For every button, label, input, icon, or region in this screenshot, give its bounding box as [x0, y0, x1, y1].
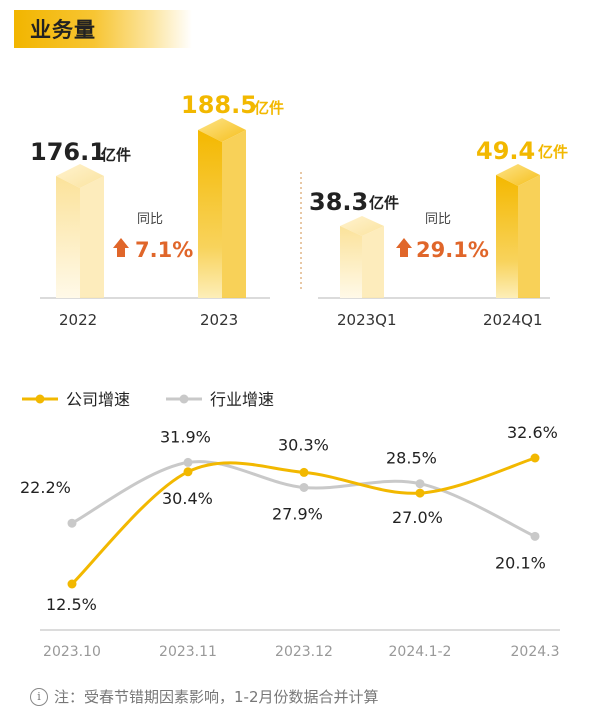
legend-label: 公司增速 [66, 390, 130, 409]
data-label: 27.9% [272, 504, 323, 523]
yoy-value: 7.1% [135, 238, 193, 262]
bar-2023q1 [340, 216, 384, 298]
up-arrow-icon [113, 238, 129, 257]
data-label: 28.5% [386, 449, 437, 468]
info-icon: i [30, 687, 48, 706]
legend: 公司增速 行业增速 [22, 390, 274, 409]
x-tick-label: 2024.1-2 [389, 644, 452, 660]
bar-unit-label: 亿件 [369, 194, 399, 212]
bar-value-label: 49.4 [476, 137, 535, 165]
bar-category-label: 2023 [200, 311, 238, 329]
data-label: 30.3% [278, 435, 329, 454]
x-tick-label: 2023.12 [275, 644, 333, 660]
x-tick-label: 2023.10 [43, 644, 101, 660]
data-point [183, 457, 193, 467]
up-arrow-icon [396, 238, 412, 257]
legend-marker-company [35, 394, 45, 404]
data-label: 12.5% [46, 595, 97, 614]
data-label: 32.6% [507, 423, 558, 442]
footnote-text: 注：受春节错期因素影响，1-2月份数据合并计算 [54, 688, 379, 706]
bar-2024q1 [496, 164, 540, 298]
data-point [415, 479, 425, 489]
bar-unit-label: 亿件 [538, 143, 568, 161]
yoy-value: 29.1% [416, 238, 489, 262]
data-point [299, 467, 309, 477]
legend-marker-industry [179, 394, 189, 404]
bar-unit-label: 亿件 [101, 146, 131, 164]
footnote: i 注：受春节错期因素影响，1-2月份数据合并计算 [30, 686, 379, 707]
data-point [67, 579, 77, 589]
data-label: 31.9% [160, 427, 211, 446]
bar-category-label: 2024Q1 [483, 311, 543, 329]
data-label: 30.4% [162, 489, 213, 508]
x-tick-label: 2024.3 [511, 644, 560, 660]
bar-value-label: 38.3 [309, 188, 368, 216]
yoy-label: 同比 [137, 212, 163, 227]
line-chart-plot [67, 453, 540, 589]
data-point [67, 518, 77, 528]
bar-unit-label: 亿件 [254, 99, 284, 117]
bar-value-label: 188.5 [181, 91, 257, 119]
page-title: 业务量 [30, 18, 96, 42]
data-point [299, 482, 309, 492]
bar-category-label: 2022 [59, 311, 97, 329]
x-tick-label: 2023.11 [159, 644, 217, 660]
data-label: 27.0% [392, 508, 443, 527]
bar-2023 [198, 118, 246, 298]
bar-2022 [56, 164, 104, 298]
bar-category-label: 2023Q1 [337, 311, 397, 329]
data-point [183, 467, 193, 477]
line-chart-labels: 22.2% 31.9% 27.9% 28.5% 20.1% 12.5% 30.4% 30.3%… [20, 423, 560, 660]
legend-label: 行业增速 [210, 390, 274, 409]
yoy-label: 同比 [425, 212, 451, 227]
data-label: 22.2% [20, 478, 71, 497]
bar-value-label: 176.1 [30, 138, 106, 166]
data-point [530, 453, 540, 463]
data-label: 20.1% [495, 553, 546, 572]
header-bar [14, 10, 192, 48]
data-point [530, 531, 540, 541]
data-point [415, 488, 425, 498]
